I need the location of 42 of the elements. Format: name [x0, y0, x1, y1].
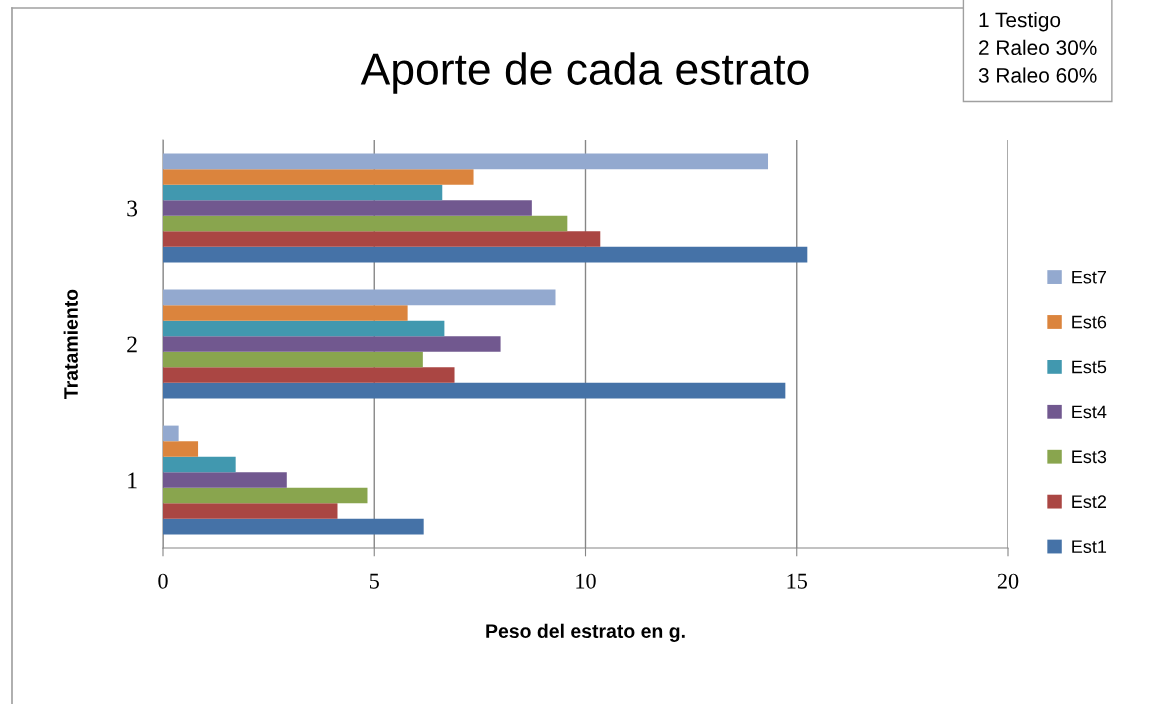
- text: 2 Raleo 30%: [979, 39, 1097, 56]
- bar: [163, 215, 568, 232]
- bar: [163, 336, 501, 352]
- x-tick-label: 15: [787, 573, 807, 589]
- y-tick-label: 1: [128, 472, 137, 489]
- bar: [163, 184, 443, 201]
- bar: [163, 246, 808, 263]
- chart-title: Aporte de cada estrato: [360, 52, 809, 94]
- y-tick-label: 3: [127, 200, 138, 217]
- legend-label: Est6: [1072, 315, 1107, 329]
- text: 1 Testigo: [979, 12, 1061, 32]
- bar: [163, 472, 287, 488]
- x-tick-label: 0: [158, 573, 168, 589]
- legend-label: Est7: [1072, 270, 1107, 284]
- bar: [163, 320, 445, 337]
- bar: [163, 153, 769, 170]
- x-tick-label: 10: [576, 573, 596, 589]
- bar: [163, 382, 786, 399]
- bar: [163, 169, 474, 185]
- bar: [163, 441, 199, 457]
- legend-label: Est2: [1072, 495, 1107, 509]
- bar: [163, 367, 455, 383]
- legend-label: Est4: [1072, 405, 1107, 419]
- bar: [163, 425, 179, 442]
- bar: [163, 200, 532, 216]
- bar: [163, 518, 424, 535]
- text: 3 Raleo 60%: [978, 67, 1097, 83]
- bar: [163, 351, 423, 368]
- y-axis-title: Tratamiento: [63, 289, 78, 399]
- bar: [163, 305, 408, 321]
- bar: [163, 456, 236, 473]
- x-tick-label: 5: [369, 573, 379, 589]
- y-tick-label: 2: [127, 336, 137, 353]
- legend-label: Est5: [1072, 360, 1107, 374]
- bar: [163, 231, 601, 247]
- bar: [163, 487, 368, 504]
- x-axis-title: Peso del estrato en g.: [486, 623, 685, 642]
- bar: [163, 289, 556, 306]
- legend-label: Est1: [1072, 540, 1107, 553]
- x-tick-label: 20: [997, 573, 1019, 589]
- legend-label: Est3: [1072, 450, 1107, 464]
- bar: [163, 503, 338, 519]
